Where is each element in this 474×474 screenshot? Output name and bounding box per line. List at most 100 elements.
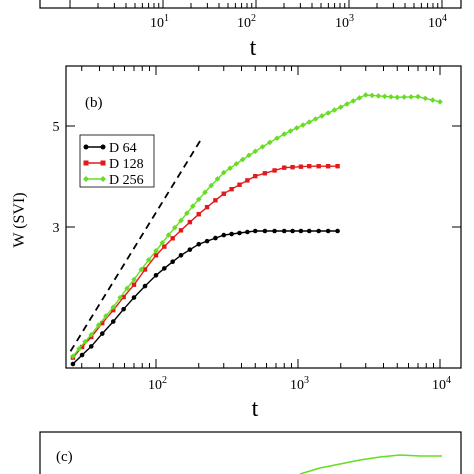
top-panel: 101 102 103 104 t: [39, 0, 462, 61]
data-point: [319, 113, 325, 119]
data-point: [252, 228, 258, 234]
data-point: [208, 182, 215, 189]
data-point: [325, 164, 331, 169]
data-point: [131, 282, 137, 287]
data-point: [429, 97, 436, 103]
data-point: [117, 294, 123, 301]
x-tick-label: 104: [432, 375, 451, 393]
data-point: [312, 116, 319, 122]
data-point: [79, 352, 85, 358]
top-panel-ticks: [69, 0, 443, 8]
y-tick-label-5: 5: [53, 120, 60, 135]
data-point: [293, 125, 300, 131]
data-point: [213, 235, 218, 241]
data-point: [298, 228, 304, 234]
data-point: [145, 257, 152, 263]
top-x-axis-title: t: [250, 35, 257, 61]
top-x-tick-label: 102: [237, 13, 256, 31]
data-point: [162, 266, 167, 271]
data-point: [356, 95, 363, 101]
data-point: [178, 228, 184, 233]
series-line-d128: [72, 165, 338, 359]
data-point: [204, 204, 210, 210]
data-point: [100, 320, 105, 326]
data-point: [246, 152, 252, 159]
data-point: [142, 283, 148, 289]
data-point: [229, 186, 234, 192]
legend: D 64 D 128 D 256: [79, 134, 155, 188]
data-point: [187, 219, 193, 225]
data-point: [99, 331, 105, 336]
panel-b-label: (b): [85, 95, 103, 111]
data-point: [237, 230, 242, 236]
data-point: [362, 92, 369, 98]
data-point: [290, 164, 295, 170]
top-x-tick-label: 101: [150, 13, 169, 31]
data-point: [153, 247, 159, 254]
data-point: [142, 267, 148, 272]
legend-swatch-marker: [83, 176, 89, 182]
y-axis-title: W (SVI): [11, 192, 28, 247]
data-point: [335, 228, 340, 234]
data-point: [239, 156, 246, 163]
data-point: [394, 94, 401, 101]
data-point: [214, 176, 221, 182]
legend-swatch-marker: [100, 144, 106, 150]
data-point: [229, 231, 234, 237]
data-point: [298, 164, 304, 169]
data-point: [195, 196, 202, 203]
data-point: [381, 93, 388, 100]
data-point: [266, 139, 273, 146]
legend-label: D 256: [109, 173, 144, 188]
data-point: [124, 285, 130, 292]
panel-c-series-line: [299, 454, 442, 474]
x-tick-label: 102: [148, 375, 167, 393]
data-point: [162, 244, 167, 249]
data-point: [103, 313, 109, 319]
data-point: [369, 92, 375, 99]
data-point: [290, 228, 295, 234]
data-point: [70, 353, 76, 360]
data-point: [110, 319, 116, 324]
data-point: [287, 128, 294, 134]
data-point: [202, 189, 208, 196]
data-point: [300, 122, 306, 128]
guide-line-dashed: [69, 137, 203, 352]
legend-item-d128: D 128: [83, 157, 144, 172]
data-point: [245, 178, 250, 183]
data-point: [350, 98, 357, 104]
data-point: [325, 110, 331, 116]
panel-c: (c): [39, 431, 462, 474]
data-point: [331, 107, 338, 113]
data-point: [272, 168, 277, 173]
data-point: [95, 322, 102, 328]
data-point: [79, 344, 85, 350]
data-point: [153, 253, 159, 258]
data-point: [187, 247, 193, 252]
data-point: [262, 171, 268, 176]
data-point: [306, 119, 313, 125]
data-point: [70, 361, 76, 367]
legend-item-d64: D 64: [83, 141, 137, 156]
data-point: [233, 160, 240, 167]
data-point: [375, 93, 382, 99]
x-tick-label: 103: [290, 375, 309, 393]
panel-c-frame: [39, 431, 462, 474]
data-point: [388, 94, 394, 100]
data-point: [337, 104, 344, 110]
legend-item-d256: D 256: [83, 173, 144, 188]
data-point: [415, 93, 421, 100]
data-point: [221, 232, 227, 238]
data-point: [281, 131, 288, 137]
data-point: [159, 239, 166, 246]
data-point: [131, 295, 137, 300]
data-point: [88, 331, 95, 338]
data-point: [282, 165, 287, 170]
panel-b: (b) W (SVI) 5 3 102 103 104 t D 64 D 128: [11, 65, 462, 422]
y-tick-label-3: 3: [53, 221, 60, 236]
data-point: [281, 228, 287, 234]
data-point: [316, 228, 321, 234]
data-point: [316, 164, 321, 169]
data-point: [178, 217, 184, 224]
